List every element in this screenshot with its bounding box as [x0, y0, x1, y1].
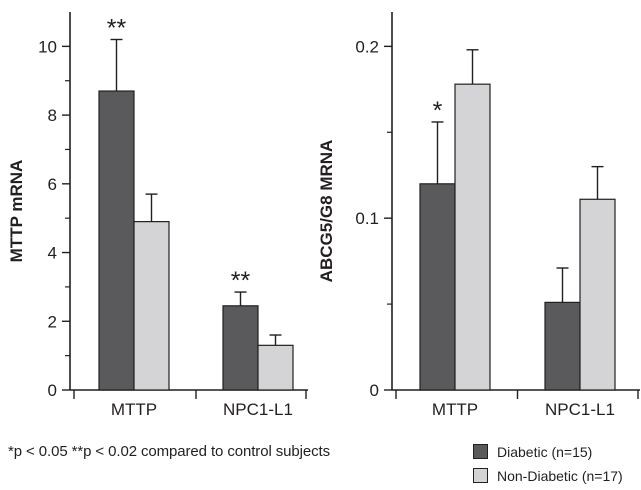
x-category-label: MTTP: [432, 400, 478, 419]
significance-marker: **: [107, 14, 127, 42]
legend-label-diabetic: Diabetic (n=15): [497, 443, 593, 460]
significance-marker: **: [231, 267, 251, 295]
legend: Diabetic (n=15) Non-Diabetic (n=17): [473, 442, 623, 490]
bar: [454, 83, 491, 391]
y-axis-label: MTTP mRNA: [7, 160, 26, 263]
y-axis-label: ABCG5/G8 MRNA: [317, 140, 336, 283]
legend-item-non-diabetic: Non-Diabetic (n=17): [473, 466, 623, 485]
footnote: *p < 0.05 **p < 0.02 compared to control…: [8, 443, 330, 460]
y-tick-label: 2: [48, 312, 57, 331]
legend-swatch-diabetic: [473, 444, 488, 459]
significance-marker: *: [433, 97, 443, 125]
legend-swatch-non-diabetic: [473, 468, 488, 483]
chart-panel-1: 0 2 4 6 8 10 MTTP NPC1-L1 ** ** MTTP mRNA: [7, 12, 308, 419]
bar: [257, 344, 294, 391]
y-tick-label: 0: [370, 381, 379, 400]
y-tick-label: 8: [48, 106, 57, 125]
bar: [419, 183, 456, 391]
bar: [544, 301, 581, 391]
bar: [222, 305, 259, 391]
x-category-label: NPC1-L1: [545, 400, 615, 419]
bar: [98, 90, 135, 391]
bar: [579, 198, 616, 391]
legend-label-non-diabetic: Non-Diabetic (n=17): [497, 467, 623, 484]
chart-panel-2: 0 0.1 0.2 MTTP NPC1-L1 * ABCG5/G8 MRNA: [317, 12, 640, 419]
bar: [133, 221, 170, 391]
y-tick-label: 6: [48, 175, 57, 194]
y-tick-label: 0: [48, 381, 57, 400]
y-tick-label: 0.1: [355, 209, 379, 228]
y-tick-label: 10: [38, 37, 57, 56]
y-tick-label: 4: [48, 244, 57, 263]
x-category-label: NPC1-L1: [223, 400, 293, 419]
x-category-label: MTTP: [111, 400, 157, 419]
legend-item-diabetic: Diabetic (n=15): [473, 442, 623, 461]
y-tick-label: 0.2: [355, 37, 379, 56]
